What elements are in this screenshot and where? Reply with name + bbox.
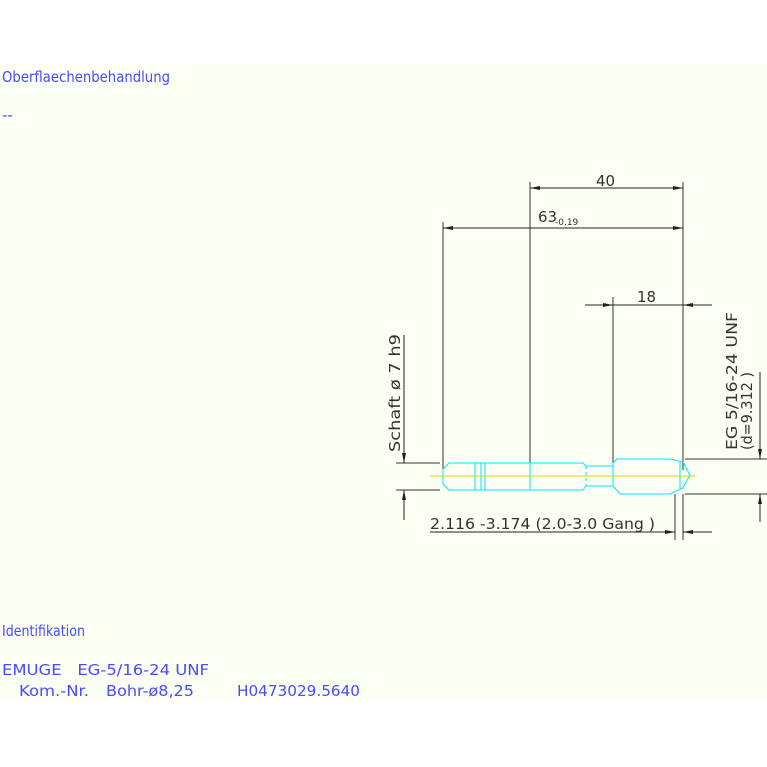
drill-diameter: Bohr-ø8,25: [106, 682, 194, 700]
dim-40: 40: [596, 172, 615, 190]
identification-label: Identifikation: [2, 622, 85, 640]
thread-diameter-label: (d=9.312 ): [738, 372, 756, 450]
dimension-lines: [402, 186, 762, 534]
thread-label: EG 5/16-24 UNF: [723, 312, 741, 450]
surface-treatment-value: --: [2, 106, 13, 124]
sheet-background: [0, 64, 767, 700]
dim-63-tolerance: -0.19: [555, 218, 579, 228]
part-number: H0473029.5640: [237, 682, 360, 700]
surface-treatment-label: Oberflaechenbehandlung: [2, 68, 170, 86]
dim-18: 18: [637, 288, 656, 306]
dim-63: 63: [538, 208, 557, 226]
identification-line-1: EMUGE EG-5/16-24 UNF: [2, 661, 209, 679]
commission-number-label: Kom.-Nr.: [19, 682, 89, 700]
chamfer-length-label: 2.116 -3.174 (2.0-3.0 Gang ): [430, 515, 655, 533]
shank-dimension-label: Schaft ø 7 h9: [386, 334, 404, 452]
